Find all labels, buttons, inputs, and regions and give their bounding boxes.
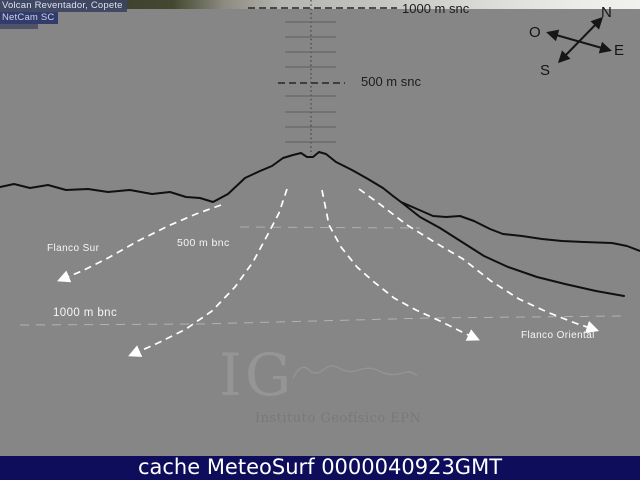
flanco-sur-label: Flanco Sur xyxy=(47,243,100,254)
level-1000-bnc-label: 1000 m bnc xyxy=(53,307,118,319)
cache-caption-bar: cache MeteoSurf 0000040923GMT xyxy=(0,456,640,480)
level-500-bnc-label: 500 m bnc xyxy=(177,237,230,249)
camera-title: Volcan Reventador, Copete xyxy=(0,0,127,12)
scale-label-1000-snc: 1000 m snc xyxy=(402,1,470,16)
compass-west-label: O xyxy=(529,24,541,41)
height-scale-ruler xyxy=(248,0,397,155)
photo-sky-strip xyxy=(0,0,640,9)
flanco-oriental-label: Flanco Oriental xyxy=(521,330,595,341)
compass-north-label: N xyxy=(601,4,612,21)
flank-flow-arrows xyxy=(57,188,600,357)
institute-watermark-text: Instituto Geofísico EPN xyxy=(255,411,422,426)
compass-rose xyxy=(546,16,612,64)
compass-south-label: S xyxy=(540,62,551,79)
volcano-outline xyxy=(0,151,640,297)
crater-level-lines xyxy=(19,226,623,326)
ig-watermark-logo: IG xyxy=(219,341,295,409)
camera-timestamp-remnant xyxy=(0,24,38,29)
compass-east-label: E xyxy=(614,42,625,59)
camera-subtitle: NetCam SC xyxy=(0,12,59,24)
watermark-signature-squiggle xyxy=(292,365,418,379)
scale-label-500-snc: 500 m snc xyxy=(361,74,421,89)
